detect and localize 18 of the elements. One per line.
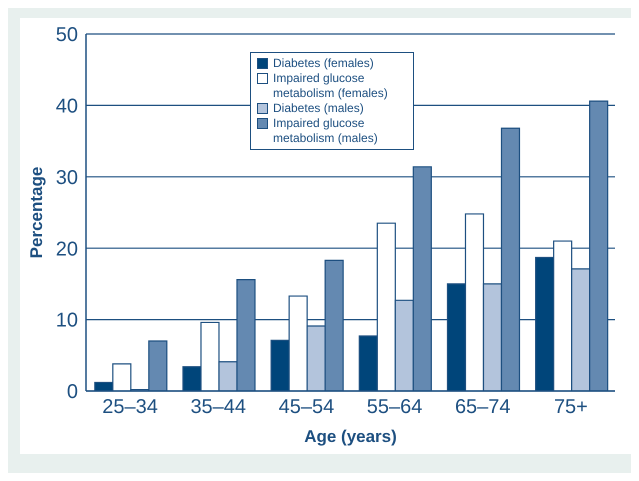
y-tick-label: 10 (56, 310, 78, 332)
x-axis-title: Age (years) (304, 427, 397, 446)
x-tick-label: 35–44 (190, 396, 246, 418)
legend-label: Diabetes (females) (273, 56, 374, 71)
y-tick-label: 0 (66, 381, 78, 404)
x-tick-label: 75+ (554, 396, 588, 418)
x-tick-label: 65–74 (454, 396, 511, 418)
y-axis-title: Percentage (27, 166, 46, 258)
y-tick-label: 40 (56, 96, 78, 118)
legend-label: Impaired glucose metabolism (males) (273, 116, 379, 146)
y-tick-label: 30 (56, 166, 78, 189)
legend-label: Diabetes (males) (273, 101, 364, 116)
x-tick-label: 25–34 (102, 396, 158, 418)
x-tick-label: 45–54 (278, 396, 334, 418)
legend-label: Impaired glucose metabolism (females) (273, 71, 389, 101)
y-tick-label: 20 (56, 238, 78, 260)
x-tick-label: 55–64 (366, 396, 422, 418)
y-tick-label: 50 (56, 24, 78, 46)
